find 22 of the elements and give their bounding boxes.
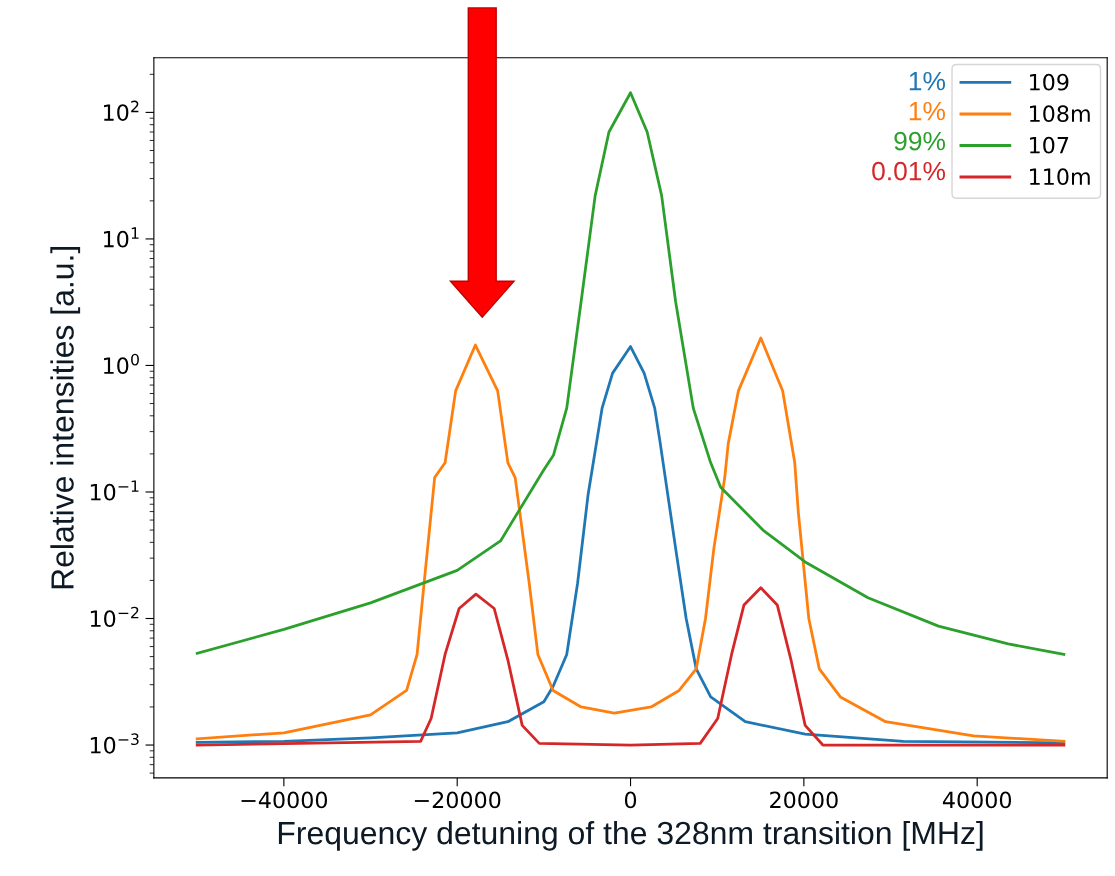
annotation: 0.01% [872, 161, 946, 181]
x-tick-label: −40000 [241, 791, 328, 809]
legend-label: 109 [1030, 73, 1069, 91]
annotation: 1% [909, 101, 946, 121]
x-tick-label: 40000 [942, 791, 1012, 809]
y-tick-label: 10$^{2}$ [104, 100, 139, 121]
y-tick-label: 10$^{−3}$ [90, 733, 139, 754]
legend-label: 108m [1030, 105, 1090, 123]
x-tick-label: −20000 [414, 791, 501, 809]
annotation: 99% [894, 131, 946, 151]
y-axis-title: Relative intensities [a.u.] [50, 247, 81, 589]
y-tick-label: 10$^{0}$ [104, 353, 139, 375]
annotation: 1% [909, 71, 946, 91]
y-tick-label: 10$^{−2}$ [90, 606, 139, 628]
legend-label: 110m [1030, 168, 1090, 186]
y-tick-label: 10$^{−1}$ [90, 480, 139, 501]
x-axis-title: Frequency detuning of the 328nm transition [MHz] [278, 820, 983, 851]
x-tick-label: 20000 [770, 791, 838, 809]
line-series [195, 586, 1066, 747]
y-tick-label: 10$^{1}$ [104, 227, 139, 248]
legend-label: 107 [1030, 136, 1069, 154]
x-tick-label: 0 [624, 791, 637, 809]
